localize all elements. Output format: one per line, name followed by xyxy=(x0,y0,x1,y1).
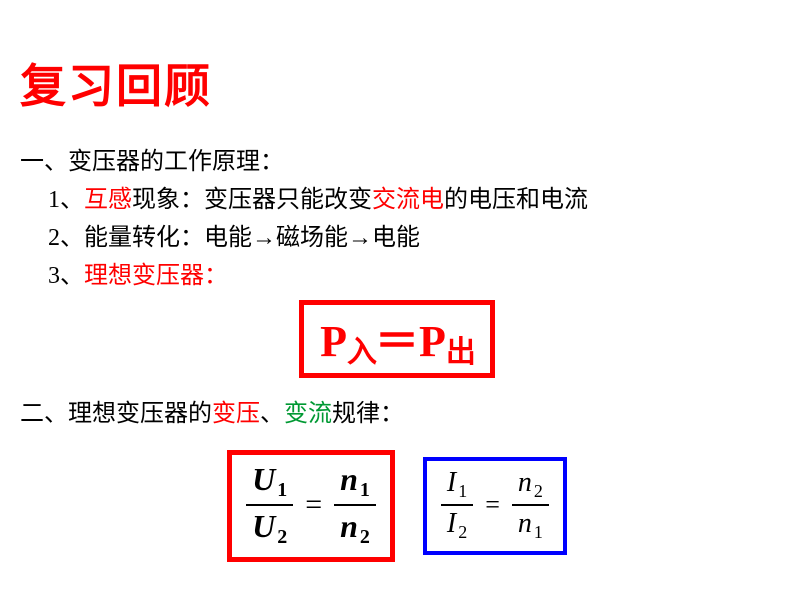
i-lhs-bar xyxy=(441,504,473,506)
power-formula-box: P入＝P出 xyxy=(299,300,495,378)
i-rhs-frac: n2 n1 xyxy=(512,467,549,543)
slide-title: 复习回顾 xyxy=(20,50,774,116)
u-eq: = xyxy=(303,488,324,522)
p-in-sub: 入 xyxy=(347,336,375,369)
item-2-num: 2、 xyxy=(48,225,84,251)
p-out-var: P xyxy=(419,317,446,366)
power-formula-wrap: P入＝P出 xyxy=(20,300,774,378)
section-2-p1: 变压 xyxy=(212,401,260,427)
section-1-head: 一、变压器的工作原理： xyxy=(20,144,774,180)
u-rhs-bar xyxy=(334,504,376,506)
item-1-p0: 互感 xyxy=(84,187,132,213)
u-lhs-den-sub: 2 xyxy=(275,526,287,548)
u-lhs-num-var: U xyxy=(252,461,275,497)
item-1-p3: 的电压和电流 xyxy=(444,187,588,213)
p-eq: ＝ xyxy=(375,317,419,366)
i-lhs-num-sub: 1 xyxy=(456,481,467,501)
formula-row: U1 U2 = n1 n2 I1 I2 = n2 n1 xyxy=(20,450,774,562)
i-lhs-frac: I1 I2 xyxy=(441,467,473,543)
i-lhs-den-sub: 2 xyxy=(456,522,467,542)
current-formula-box: I1 I2 = n2 n1 xyxy=(423,457,567,555)
item-1-p1: 现象：变压器只能改变 xyxy=(132,187,372,213)
item-1-num: 1、 xyxy=(48,187,84,213)
section-2-prefix: 二、 xyxy=(20,401,68,427)
u-lhs-den-var: U xyxy=(252,508,275,544)
section-1-title: 变压器的工作原理： xyxy=(68,149,284,175)
u-lhs-bar xyxy=(246,504,293,506)
u-lhs-num-sub: 1 xyxy=(275,479,287,501)
i-rhs-den-var: n xyxy=(518,508,532,539)
u-lhs-num: U1 xyxy=(246,461,293,502)
section-2-p0: 理想变压器的 xyxy=(68,401,212,427)
i-rhs-bar xyxy=(512,504,549,506)
item-3-num: 3、 xyxy=(48,263,84,289)
item-2-p1: 电能→磁场能→电能 xyxy=(204,225,420,251)
item-1-p2: 交流电 xyxy=(372,187,444,213)
i-lhs-den-var: I xyxy=(447,508,456,539)
u-rhs-den-var: n xyxy=(340,508,358,544)
u-lhs-frac: U1 U2 xyxy=(246,461,293,549)
item-3: 3、理想变压器： xyxy=(20,258,774,294)
p-out-sub: 出 xyxy=(446,336,474,369)
section-1-prefix: 一、 xyxy=(20,149,68,175)
u-rhs-den-sub: 2 xyxy=(358,526,370,548)
section-2-p4: 规律： xyxy=(332,401,404,427)
i-eq: = xyxy=(483,490,502,520)
i-rhs-num-var: n xyxy=(518,467,532,498)
section-2-p2: 、 xyxy=(260,401,284,427)
section-2: 二、理想变压器的变压、变流规律： xyxy=(20,396,774,432)
u-rhs-num-sub: 1 xyxy=(358,479,370,501)
u-rhs-den: n2 xyxy=(334,508,376,549)
u-rhs-num-var: n xyxy=(340,461,358,497)
slide: 复习回顾 一、变压器的工作原理： 1、互感现象：变压器只能改变交流电的电压和电流… xyxy=(0,0,794,582)
i-lhs-den: I2 xyxy=(441,508,473,543)
item-3-p0: 理想变压器： xyxy=(84,263,228,289)
section-2-head: 二、理想变压器的变压、变流规律： xyxy=(20,396,774,432)
i-rhs-den-sub: 1 xyxy=(532,522,543,542)
i-rhs-num: n2 xyxy=(512,467,549,502)
item-1: 1、互感现象：变压器只能改变交流电的电压和电流 xyxy=(20,182,774,218)
i-lhs-num: I1 xyxy=(441,467,473,502)
u-rhs-num: n1 xyxy=(334,461,376,502)
item-2: 2、能量转化：电能→磁场能→电能 xyxy=(20,220,774,256)
u-lhs-den: U2 xyxy=(246,508,293,549)
u-rhs-frac: n1 n2 xyxy=(334,461,376,549)
section-2-p3: 变流 xyxy=(284,401,332,427)
p-in-var: P xyxy=(320,317,347,366)
item-2-p0: 能量转化： xyxy=(84,225,204,251)
voltage-formula-box: U1 U2 = n1 n2 xyxy=(227,450,395,562)
i-lhs-num-var: I xyxy=(447,467,456,498)
i-rhs-den: n1 xyxy=(512,508,549,543)
i-rhs-num-sub: 2 xyxy=(532,481,543,501)
section-1: 一、变压器的工作原理： 1、互感现象：变压器只能改变交流电的电压和电流 2、能量… xyxy=(20,144,774,294)
